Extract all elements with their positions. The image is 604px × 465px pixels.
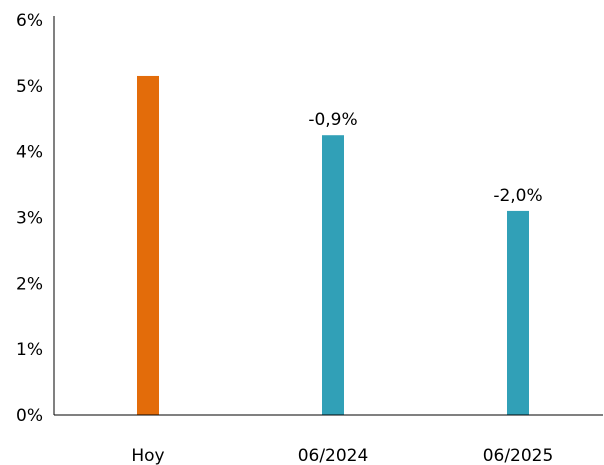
x-tick-label: 06/2024 [298,446,369,465]
bar [507,210,529,415]
bar [137,75,159,415]
bar [322,135,344,416]
y-tick-label: 4% [16,143,43,163]
y-tick-label: 5% [16,77,43,97]
data-labels: -0,9% -2,0% [308,110,542,206]
x-tick-label: Hoy [131,446,164,465]
data-label: -2,0% [493,186,542,206]
y-tick-label: 0% [16,406,43,426]
x-axis-ticks: Hoy 06/2024 06/2025 [131,446,553,465]
y-axis-ticks: 0% 1% 2% 3% 4% 5% 6% [16,11,43,426]
bars [137,75,529,416]
y-tick-label: 2% [16,274,43,294]
y-tick-label: 1% [16,340,43,360]
x-tick-label: 06/2025 [483,446,554,465]
y-tick-label: 3% [16,209,43,229]
data-label: -0,9% [308,110,357,130]
y-tick-label: 6% [16,11,43,31]
